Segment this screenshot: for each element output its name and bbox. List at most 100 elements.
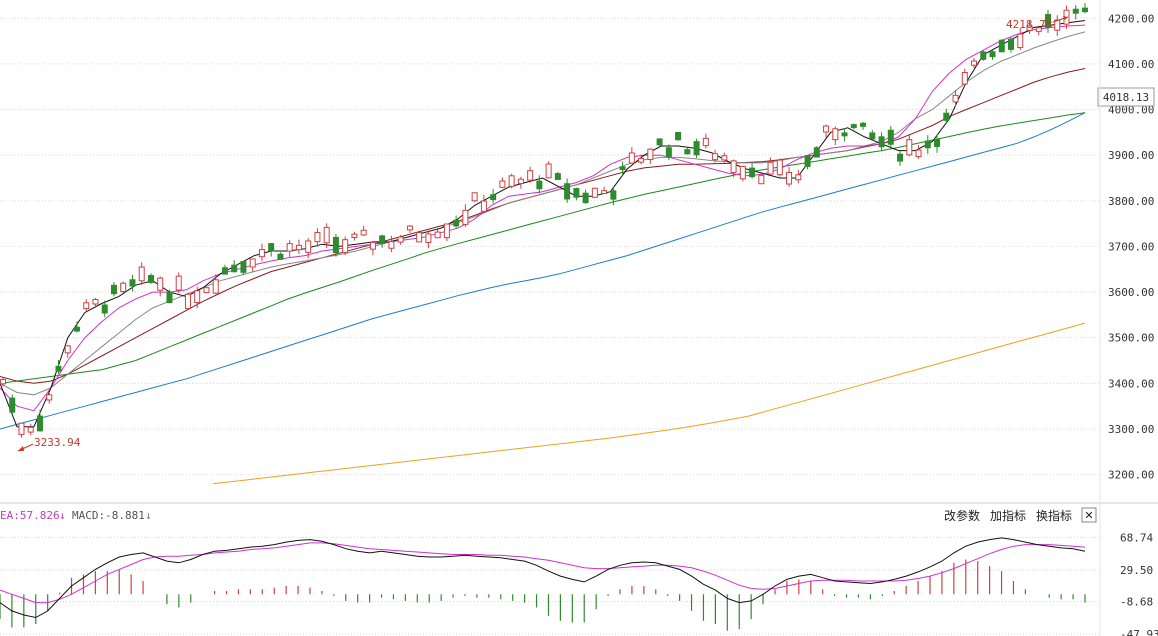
candle-up <box>249 258 256 268</box>
candle-down <box>231 264 238 273</box>
candle-up <box>258 249 265 258</box>
price-tick-label: 3200.00 <box>1108 469 1154 482</box>
candle-down <box>453 219 460 227</box>
candle-up <box>64 345 71 354</box>
candle-down <box>1072 8 1079 14</box>
candle-down <box>998 39 1005 53</box>
candle-up <box>46 394 53 401</box>
candle-down <box>55 365 62 372</box>
candle-down <box>610 190 617 200</box>
candle-down <box>73 326 80 332</box>
price-tick-label: 4200.00 <box>1108 12 1154 25</box>
candle-up <box>767 161 774 175</box>
price-tick-label: 3700.00 <box>1108 240 1154 253</box>
close-indicator-button[interactable]: ✕ <box>1081 507 1097 523</box>
close-icon[interactable]: ✕ <box>1084 509 1093 522</box>
candle-down <box>1008 38 1015 50</box>
candle-up <box>351 233 358 239</box>
candle-up <box>961 72 968 85</box>
price-tick-label: 3500.00 <box>1108 332 1154 345</box>
candle-down <box>675 132 682 141</box>
candle-down <box>887 129 894 145</box>
candle-up <box>832 128 839 141</box>
ma120-line <box>0 112 1086 430</box>
candle-up <box>776 159 783 176</box>
candle-down <box>332 236 339 254</box>
candle-down <box>221 267 228 275</box>
ma30-line <box>0 68 1086 384</box>
candle-down <box>166 291 173 304</box>
candle-up <box>730 160 737 173</box>
candle-up <box>786 171 793 185</box>
candle-down <box>582 192 589 204</box>
ma250-line <box>212 322 1086 485</box>
candle-up <box>1035 27 1042 32</box>
candle-down <box>240 261 247 273</box>
candle-down <box>1082 7 1088 13</box>
candle-up <box>83 302 90 310</box>
candle-up <box>971 60 978 66</box>
ma20-line <box>0 31 1086 396</box>
candle-up <box>342 239 349 253</box>
price-tick-label: 3900.00 <box>1108 149 1154 162</box>
macd-value-label: MACD:-8.881 <box>72 509 145 522</box>
candle-down <box>564 183 571 200</box>
candle-up <box>915 149 922 158</box>
close-box[interactable] <box>1081 507 1097 523</box>
candle-up <box>397 236 404 243</box>
candlesticks <box>0 3 1088 438</box>
candle-down <box>878 136 885 148</box>
candle-up <box>702 137 709 147</box>
add-indicator-button[interactable]: 加指标 <box>990 508 1026 523</box>
candle-down <box>934 139 941 147</box>
candle-up <box>758 174 765 185</box>
candle-down <box>573 188 580 198</box>
candle-up <box>591 187 598 198</box>
candle-up <box>527 170 534 181</box>
candle-down <box>897 153 904 162</box>
high-price-label: 4218.78 <box>1006 18 1052 31</box>
price-tick-label: 3600.00 <box>1108 286 1154 299</box>
candle-up <box>795 174 802 181</box>
candle-down <box>36 415 43 432</box>
macd-tick-label: 29.50 <box>1120 564 1153 577</box>
macd-down-arrow-icon: ↓ <box>145 509 152 522</box>
candle-up <box>203 287 210 294</box>
dea-value-label: EA:57.826 <box>0 509 60 522</box>
candle-up <box>184 293 191 309</box>
candle-up <box>508 175 515 187</box>
candle-up <box>120 282 127 293</box>
candle-up <box>517 178 524 185</box>
ma60-line <box>0 112 1086 384</box>
macd-tick-label: -8.68 <box>1120 595 1153 608</box>
candle-down <box>841 132 848 137</box>
candle-down <box>980 51 987 60</box>
candle-up <box>952 94 959 103</box>
macd-axis: 68.74 29.50 -8.68 -47.93 <box>1120 531 1158 636</box>
high-arrow-head <box>1063 16 1068 20</box>
candle-down <box>656 138 663 146</box>
candle-up <box>416 232 423 243</box>
candle-up <box>712 153 719 161</box>
candle-up <box>18 422 25 435</box>
ma5-line <box>0 20 1086 428</box>
candle-up <box>425 233 432 243</box>
candle-up <box>628 152 635 164</box>
price-tick-label: 3300.00 <box>1108 423 1154 436</box>
price-tick-label: 4100.00 <box>1108 58 1154 71</box>
candle-down <box>924 140 931 149</box>
candle-up <box>305 240 312 253</box>
candle-up <box>480 200 487 212</box>
macd-tick-label: -47.93 <box>1120 628 1158 636</box>
edit-params-button[interactable]: 改参数 <box>944 508 980 523</box>
price-axis: 4200.00 4100.00 4000.00 3900.00 3800.00 3700.… <box>1108 12 1154 481</box>
price-tick-label: 3800.00 <box>1108 195 1154 208</box>
candle-up <box>369 241 376 250</box>
candle-down <box>379 235 386 245</box>
candle-down <box>693 141 700 156</box>
candle-down <box>536 180 543 190</box>
switch-indicator-button[interactable]: 换指标 <box>1036 508 1072 523</box>
candle-down <box>665 147 672 158</box>
candle-up <box>471 192 478 202</box>
candle-down <box>869 132 876 140</box>
